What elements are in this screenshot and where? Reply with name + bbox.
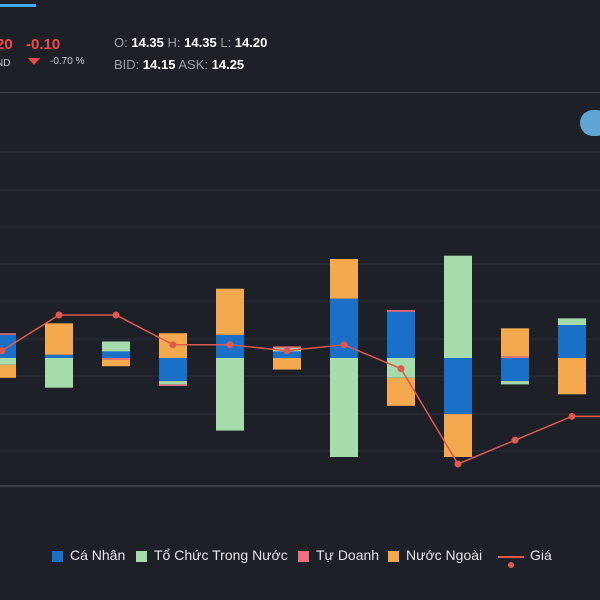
active-tab-indicator — [0, 4, 36, 7]
legend-swatch-tu-doanh — [298, 551, 309, 562]
chart-bars — [0, 255, 586, 457]
legend-tu-doanh[interactable]: Tự Doanh — [316, 547, 380, 563]
price-point[interactable] — [568, 412, 576, 420]
bar-ca-nhan[interactable] — [273, 351, 301, 358]
open-value: 14.35 — [131, 35, 164, 50]
bar-to-chuc[interactable] — [330, 358, 358, 457]
price-point[interactable] — [454, 460, 462, 468]
bid-value: 14.15 — [142, 57, 176, 72]
quote-header: 20 -0.10 ND -0.70 % O: 14.35 H: 14.35 L:… — [0, 34, 600, 78]
bar-nuoc-ngoai[interactable] — [273, 358, 301, 370]
bar-nuoc-ngoai[interactable] — [501, 328, 529, 357]
bar-to-chuc[interactable] — [216, 358, 244, 431]
price-point[interactable] — [55, 311, 63, 319]
legend-swatch-to-chuc — [136, 551, 147, 562]
legend-gia[interactable]: Giá — [530, 547, 552, 563]
chart-grid — [0, 151, 600, 487]
bar-ca-nhan[interactable] — [159, 358, 187, 382]
price-point[interactable] — [511, 436, 519, 444]
legend-swatch-ca-nhan — [52, 551, 63, 562]
ask-label: ASK: — [178, 57, 208, 72]
bar-ca-nhan[interactable] — [387, 311, 415, 358]
bar-nuoc-ngoai[interactable] — [45, 323, 73, 355]
bar-to-chuc[interactable] — [45, 358, 73, 388]
ask-value: 14.25 — [211, 57, 245, 72]
high-value: 14.35 — [184, 35, 217, 50]
bar-ca-nhan[interactable] — [501, 358, 529, 382]
change-percent: -0.70 % — [50, 56, 85, 67]
bar-nuoc-ngoai[interactable] — [387, 377, 415, 406]
bar-ca-nhan[interactable] — [102, 351, 130, 358]
legend-to-chuc[interactable]: Tổ Chức Trong Nước — [154, 547, 288, 563]
bar-nuoc-ngoai[interactable] — [0, 364, 16, 378]
price-point[interactable] — [283, 347, 291, 355]
down-arrow-icon — [28, 58, 40, 65]
bar-tu-doanh[interactable] — [159, 384, 187, 387]
bar-to-chuc[interactable] — [0, 358, 16, 365]
price-polyline — [1, 314, 600, 465]
price-point[interactable] — [112, 311, 120, 319]
bid-label: BID: — [114, 57, 140, 72]
low-label: L: — [220, 35, 232, 50]
price-point[interactable] — [397, 365, 405, 373]
bar-to-chuc[interactable] — [444, 255, 472, 358]
price-change: -0.10 — [26, 36, 61, 53]
bar-to-chuc[interactable] — [501, 381, 529, 385]
bar-tu-doanh[interactable] — [102, 358, 130, 360]
legend-nuoc-ngoai[interactable]: Nước Ngoài — [406, 547, 483, 563]
bar-nuoc-ngoai[interactable] — [444, 414, 472, 457]
bar-nuoc-ngoai[interactable] — [558, 358, 586, 395]
low-value: 14.20 — [234, 35, 268, 50]
bar-to-chuc[interactable] — [159, 381, 187, 385]
price-point[interactable] — [0, 347, 6, 355]
bar-ca-nhan[interactable] — [444, 358, 472, 415]
bar-tu-doanh[interactable] — [0, 333, 16, 335]
bar-tu-doanh[interactable] — [501, 356, 529, 358]
high-label: H: — [167, 35, 181, 50]
bar-nuoc-ngoai[interactable] — [330, 259, 358, 299]
bid-ask-row: BID: 14.15 ASK: 14.25 — [114, 57, 244, 72]
legend-line-gia — [498, 556, 524, 568]
header-divider — [0, 92, 600, 93]
price-line — [0, 311, 600, 468]
price-point[interactable] — [340, 341, 348, 349]
bar-to-chuc[interactable] — [558, 318, 586, 325]
chart-legend: Cá Nhân Tổ Chức Trong Nước Tự Doanh Nước… — [0, 547, 600, 569]
last-price: 20 — [0, 36, 13, 53]
bar-ca-nhan[interactable] — [45, 354, 73, 358]
legend-ca-nhan[interactable]: Cá Nhân — [70, 547, 126, 563]
chart-toggle-button[interactable] — [580, 110, 600, 136]
price-point[interactable] — [226, 341, 234, 349]
bar-nuoc-ngoai[interactable] — [102, 359, 130, 367]
legend-swatch-nuoc-ngoai — [388, 551, 399, 562]
ohlc-row: O: 14.35 H: 14.35 L: 14.20 — [114, 35, 267, 50]
price-point[interactable] — [169, 341, 177, 349]
open-label: O: — [114, 35, 128, 50]
currency-label: ND — [0, 58, 11, 69]
bar-nuoc-ngoai[interactable] — [216, 288, 244, 335]
legend-dot-gia — [508, 562, 514, 568]
bar-ca-nhan[interactable] — [558, 325, 586, 358]
bar-tu-doanh[interactable] — [387, 310, 415, 312]
bar-to-chuc[interactable] — [102, 341, 130, 352]
